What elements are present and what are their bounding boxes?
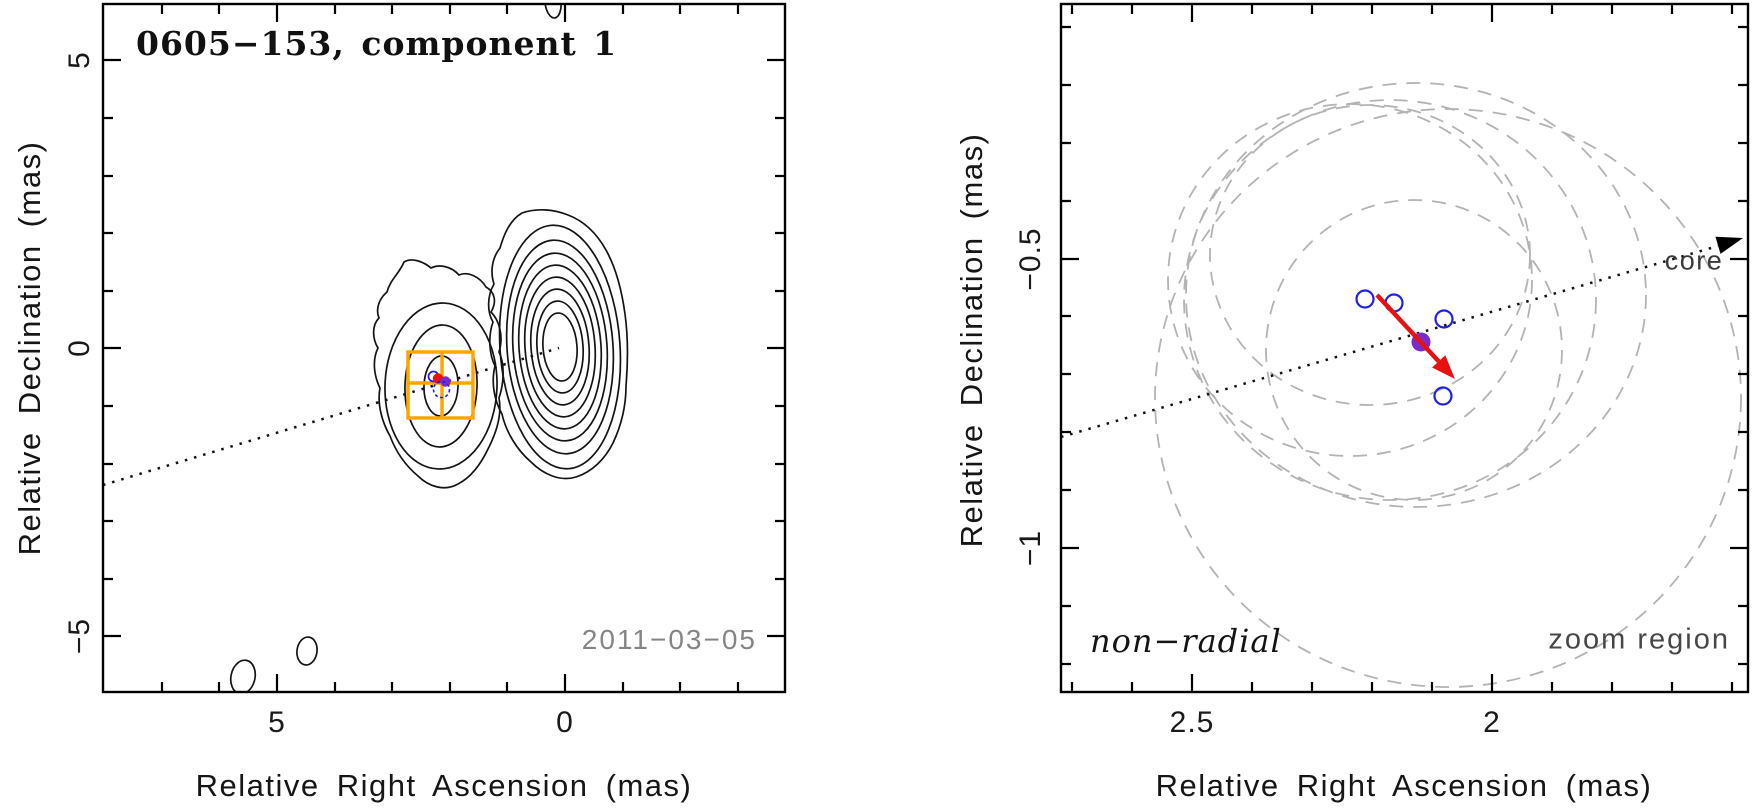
left-y-tick-neg5: −5 — [63, 617, 96, 655]
left-panel-ticks — [103, 4, 785, 692]
zoom-box — [406, 350, 475, 420]
left-panel-title: 0605−153, component 1 — [136, 24, 618, 63]
noise-contour — [229, 659, 257, 692]
right-panel-graphics — [1059, 2, 1750, 694]
core-direction-line-left — [103, 346, 560, 487]
core-nested-contours — [498, 224, 622, 470]
right-x-axis-title: Relative Right Ascension (mas) — [1155, 768, 1653, 803]
left-x-tick-5: 5 — [268, 706, 286, 739]
right-y-tick-neg1: −1 — [1014, 529, 1047, 567]
component-markers — [427, 370, 451, 399]
left-panel-border — [101, 2, 787, 694]
core-direction-arrow — [1061, 236, 1743, 439]
left-x-tick-0: 0 — [556, 706, 574, 739]
size-ellipses — [1154, 82, 1742, 688]
core-label: core — [1664, 245, 1724, 276]
zoom-region-label: zoom region — [1548, 623, 1730, 656]
right-panel-ticks — [1061, 4, 1748, 692]
right-panel-border — [1059, 2, 1750, 694]
left-y-tick-0: 0 — [63, 339, 96, 357]
epoch-position-markers — [1355, 289, 1454, 406]
right-y-tick-neg0p5: −0.5 — [1014, 227, 1047, 291]
right-x-tick-2p5: 2.5 — [1169, 706, 1215, 739]
epoch-date-label: 2011−03−05 — [581, 624, 757, 655]
core-outer-contour — [487, 209, 629, 480]
contour-map — [229, 4, 629, 692]
epoch-marker-dashed — [432, 380, 451, 399]
left-y-tick-5: 5 — [63, 51, 96, 69]
noise-contour — [296, 636, 318, 666]
left-y-axis-title: Relative Declination (mas) — [12, 140, 47, 556]
right-x-tick-2: 2 — [1483, 706, 1501, 739]
velocity-arrow — [1375, 293, 1455, 379]
right-y-axis-title: Relative Declination (mas) — [954, 132, 989, 548]
component-outer-contour — [372, 259, 504, 489]
non-radial-label: non−radial — [1090, 622, 1282, 660]
left-x-axis-title: Relative Right Ascension (mas) — [195, 768, 693, 803]
left-panel-graphics — [101, 2, 787, 694]
noise-contour — [544, 4, 562, 19]
